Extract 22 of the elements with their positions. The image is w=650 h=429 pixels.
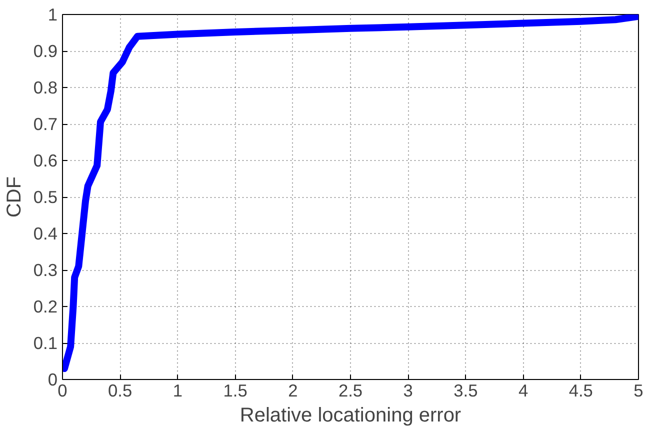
y-tick-label: 1 xyxy=(48,4,58,24)
x-axis-title: Relative locationing error xyxy=(240,404,462,426)
y-tick-label: 0.8 xyxy=(33,78,58,98)
y-tick-label: 0.9 xyxy=(33,41,58,61)
y-tick-label: 0.7 xyxy=(33,114,58,134)
x-tick-label: 1.5 xyxy=(223,380,248,400)
x-tick-label: 2 xyxy=(288,380,298,400)
y-tick-label: 0.2 xyxy=(33,296,58,316)
x-tick-label: 3.5 xyxy=(454,380,478,400)
y-tick-label: 0.3 xyxy=(33,260,58,280)
x-tick-label: 4 xyxy=(518,380,528,400)
y-tick-label: 0.1 xyxy=(33,333,58,353)
y-tick-label: 0.6 xyxy=(33,150,58,170)
x-tick-label: 1 xyxy=(172,380,183,400)
y-axis-title: CDF xyxy=(3,176,26,218)
x-tick-label: 5 xyxy=(634,380,644,400)
y-tick-label: 0.4 xyxy=(33,224,58,244)
y-tick-label: 0.5 xyxy=(33,187,58,207)
x-tick-label: 0.5 xyxy=(108,380,132,400)
x-tick-label: 2.5 xyxy=(338,380,363,400)
x-tick-label: 4.5 xyxy=(568,380,593,400)
x-tick-label: 3 xyxy=(403,380,413,400)
